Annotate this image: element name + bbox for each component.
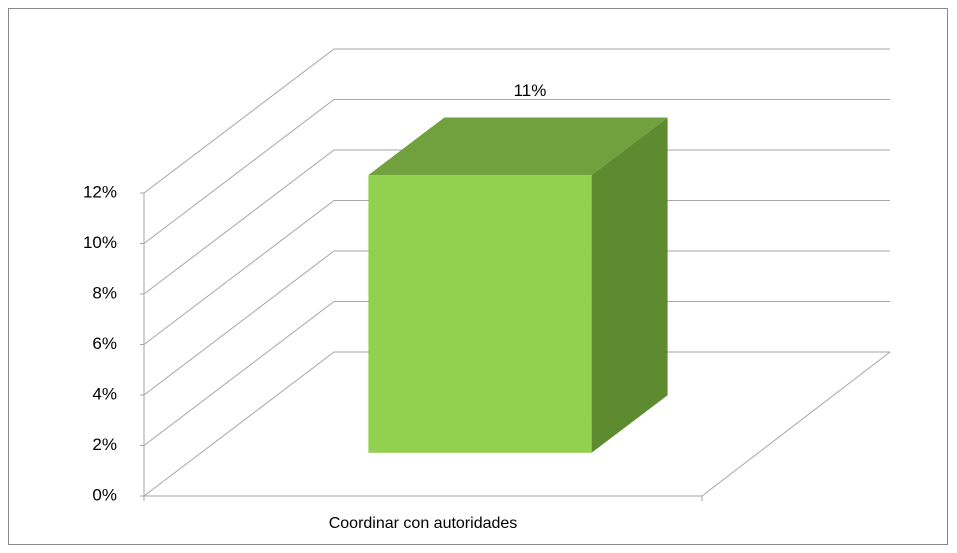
grid-line bbox=[143, 99, 890, 244]
bar-side bbox=[591, 117, 668, 453]
y-tick-label: 6% bbox=[92, 334, 117, 353]
grid-line bbox=[143, 301, 890, 446]
y-tick-label: 8% bbox=[92, 283, 117, 302]
grid-line bbox=[143, 48, 890, 194]
bar-top bbox=[368, 117, 668, 176]
y-tick-label: 2% bbox=[92, 435, 117, 454]
x-tick-label: Coordinar con autoridades bbox=[329, 515, 518, 532]
grid-line bbox=[143, 200, 890, 345]
bar bbox=[368, 175, 592, 453]
y-tick-label: 10% bbox=[83, 233, 117, 252]
y-tick-label: 0% bbox=[92, 485, 117, 504]
grid-line bbox=[143, 250, 890, 396]
value-label: 11% bbox=[514, 81, 547, 100]
grid-line bbox=[143, 149, 890, 295]
y-tick-label: 12% bbox=[83, 182, 117, 201]
grid-line bbox=[143, 351, 890, 497]
y-tick-label: 4% bbox=[92, 384, 117, 403]
